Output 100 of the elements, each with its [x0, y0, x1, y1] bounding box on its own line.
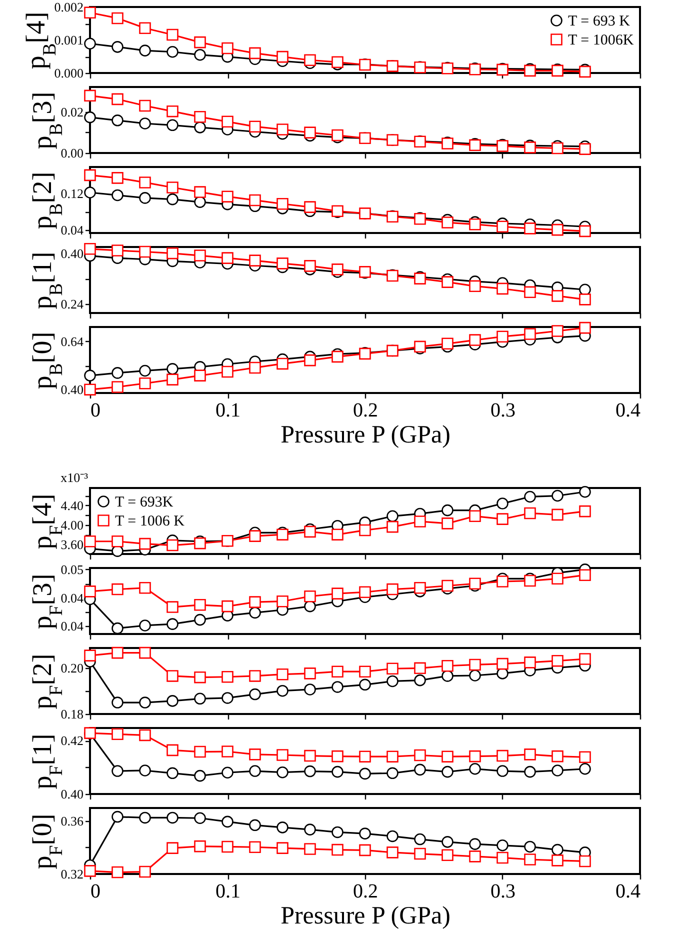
point: [84, 384, 96, 396]
point: [139, 812, 151, 824]
point: [524, 222, 536, 234]
x-axis-title: Pressure P (GPa): [280, 422, 450, 448]
point: [414, 749, 426, 762]
point: [112, 583, 124, 596]
point: [469, 510, 481, 522]
point: [249, 120, 261, 132]
point: [139, 364, 151, 377]
point: [332, 826, 344, 838]
point: [496, 852, 508, 864]
x-tick-label: 0: [90, 400, 100, 422]
point: [496, 498, 508, 510]
point: [84, 186, 96, 198]
point: [332, 750, 344, 762]
point: [332, 588, 344, 600]
point: [139, 696, 151, 708]
point: [496, 513, 508, 525]
point: [194, 840, 206, 852]
x-tick-label: 0.4: [616, 400, 640, 422]
point: [304, 750, 316, 762]
y-tick-label: 0.000: [54, 66, 84, 80]
point: [496, 220, 508, 233]
y-tick-label: 0.20: [60, 660, 84, 676]
point: [276, 668, 288, 680]
point: [222, 692, 234, 704]
point: [304, 260, 316, 272]
point: [139, 764, 151, 776]
y-tick-label: 0.32: [60, 866, 84, 882]
point: [276, 595, 288, 608]
point: [332, 350, 344, 363]
point: [469, 670, 481, 682]
point: [139, 192, 151, 204]
point: [359, 678, 371, 691]
point: [222, 42, 234, 54]
y-tick-label: 4.40: [60, 498, 84, 513]
point: [442, 766, 454, 778]
point: [552, 490, 564, 502]
point: [359, 750, 371, 762]
x-tick-label: 0.1: [216, 400, 240, 422]
point: [414, 764, 426, 776]
y-tick-label: 0.002: [54, 0, 84, 14]
point: [84, 243, 96, 255]
point: [276, 766, 288, 778]
point: [222, 600, 234, 612]
point: [84, 169, 96, 182]
y-tick-label: 0.04: [60, 222, 84, 238]
point: [166, 618, 178, 630]
point: [166, 247, 178, 260]
point: [304, 684, 316, 696]
point: [139, 176, 151, 188]
point: [222, 816, 234, 828]
point: [276, 842, 288, 854]
point: [304, 54, 316, 66]
point: [194, 370, 206, 382]
point: [442, 660, 454, 672]
point: [139, 246, 151, 258]
point: [112, 622, 124, 634]
point: [139, 377, 151, 390]
point: [496, 330, 508, 343]
point: [84, 111, 96, 124]
point: [496, 576, 508, 588]
point: [304, 765, 316, 778]
x-tick-label: 0.2: [353, 880, 378, 902]
point: [194, 36, 206, 48]
point: [194, 770, 206, 782]
legend-label: T = 1006K: [568, 32, 634, 48]
point: [194, 599, 206, 611]
point: [469, 838, 481, 850]
point: [249, 47, 261, 60]
point: [112, 367, 124, 379]
point: [112, 535, 124, 548]
text: x10⁻³: [60, 470, 88, 485]
point: [414, 674, 426, 686]
point: [359, 828, 371, 840]
x-tick-label: 0.4: [616, 880, 640, 902]
point: [194, 671, 206, 684]
point: [249, 819, 261, 832]
point: [469, 658, 481, 671]
y-tick-label: 0.04: [60, 618, 84, 634]
point: [524, 854, 536, 866]
point: [194, 250, 206, 262]
point: [166, 842, 178, 854]
x-tick-label: 0.3: [490, 400, 516, 422]
point: [194, 186, 206, 198]
point: [359, 524, 371, 536]
point: [194, 48, 206, 61]
point: [194, 196, 206, 208]
point: [194, 812, 206, 824]
x-tick-label: 0.2: [353, 400, 378, 422]
point: [552, 844, 564, 856]
point: [332, 844, 344, 856]
point: [249, 254, 261, 266]
point: [222, 840, 234, 853]
point: [524, 656, 536, 668]
point: [304, 126, 316, 138]
point: [496, 840, 508, 852]
point: [166, 46, 178, 58]
point: [304, 843, 316, 855]
point: [112, 12, 124, 24]
